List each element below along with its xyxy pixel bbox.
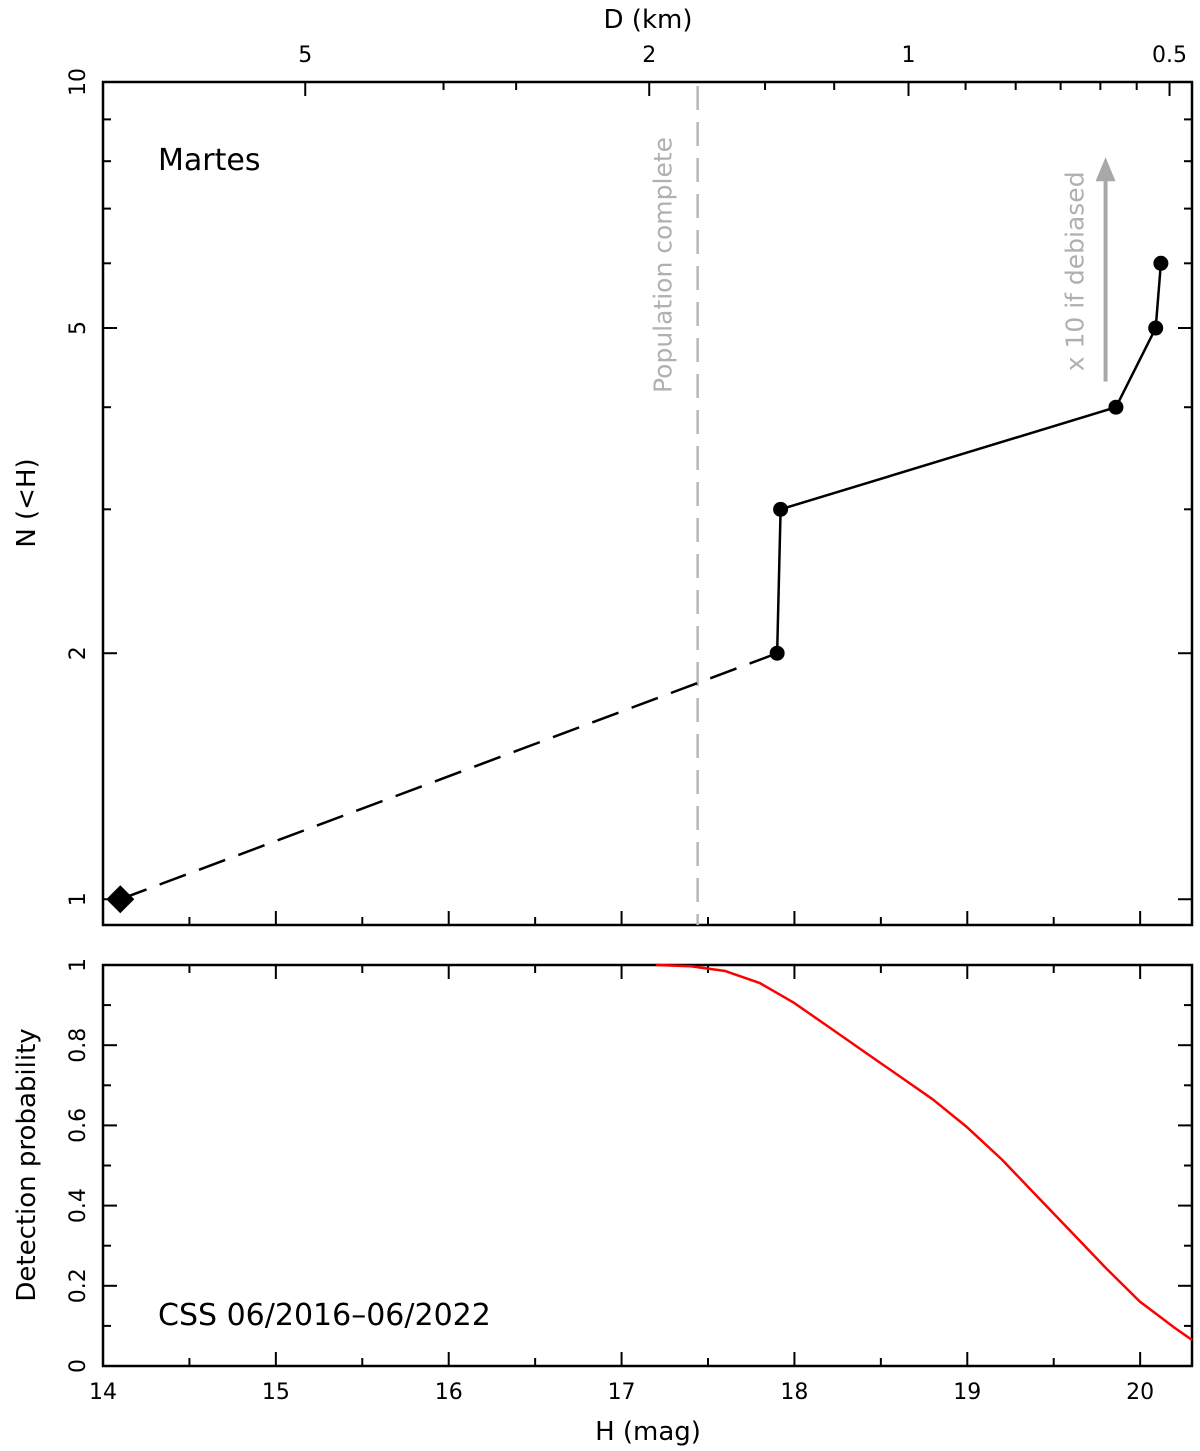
debias-arrow — [1095, 157, 1116, 382]
x-tick-label: 17 — [608, 1380, 636, 1405]
population-complete-label: Population complete — [649, 137, 678, 393]
x-tick-label: 15 — [262, 1380, 290, 1405]
chart-title: Martes — [158, 143, 260, 178]
data-point — [1148, 320, 1164, 336]
bottom-y-axis-label: Detection probability — [12, 1028, 42, 1301]
prob-tick-label: 0.2 — [66, 1268, 91, 1303]
detection-probability-curve — [656, 963, 1193, 1341]
debias-arrow-head — [1095, 157, 1116, 182]
top-y-axis-label: N (<H) — [12, 458, 42, 547]
bottom-panel: 14 15 16 17 18 19 20 0 0.2 0.4 0.6 0.8 1 CSS 06/2016… — [12, 958, 1194, 1447]
top-panel: 5 2 1 0.5 1 2 5 10 Population complete x 10 if … — [12, 5, 1194, 927]
y-tick-label: 10 — [66, 68, 91, 96]
top-axes-ticks: 5 2 1 0.5 1 2 5 10 — [66, 43, 1192, 925]
y-tick-label: 2 — [66, 646, 91, 660]
data-point — [1153, 255, 1169, 271]
prob-tick-label: 0.6 — [66, 1108, 91, 1143]
top-d-tick-label: 2 — [642, 43, 656, 68]
x-tick-label: 20 — [1126, 1380, 1154, 1405]
x-tick-label: 14 — [89, 1380, 117, 1405]
top-d-tick-label: 5 — [298, 43, 312, 68]
data-point — [773, 501, 789, 517]
prob-tick-label: 1 — [66, 958, 91, 972]
y-tick-label: 5 — [66, 321, 91, 335]
extrapolation-dashed-line — [119, 652, 778, 901]
debias-label: x 10 if debiased — [1061, 171, 1090, 371]
prob-tick-label: 0 — [66, 1359, 91, 1373]
top-plot-frame — [101, 80, 1194, 927]
bottom-series — [656, 963, 1193, 1341]
prob-tick-label: 0.4 — [66, 1188, 91, 1223]
bottom-x-axis-label: H (mag) — [595, 1417, 701, 1447]
x-tick-label: 18 — [780, 1380, 808, 1405]
data-point — [769, 645, 785, 661]
cumulative-count-line — [775, 263, 1163, 654]
data-point — [1108, 399, 1124, 415]
survey-annotation: CSS 06/2016–06/2022 — [158, 1298, 491, 1333]
prob-tick-label: 0.8 — [66, 1028, 91, 1063]
bottom-axes-ticks: 14 15 16 17 18 19 20 0 0.2 0.4 0.6 0.8 1 — [66, 958, 1192, 1405]
x-tick-label: 16 — [435, 1380, 463, 1405]
x-tick-label: 19 — [953, 1380, 981, 1405]
y-tick-label: 1 — [66, 892, 91, 906]
top-x-axis-label: D (km) — [604, 5, 693, 35]
martes-diamond-point — [106, 885, 135, 914]
top-d-tick-label: 1 — [902, 43, 916, 68]
top-series — [106, 255, 1169, 914]
top-d-tick-label: 0.5 — [1152, 43, 1187, 68]
